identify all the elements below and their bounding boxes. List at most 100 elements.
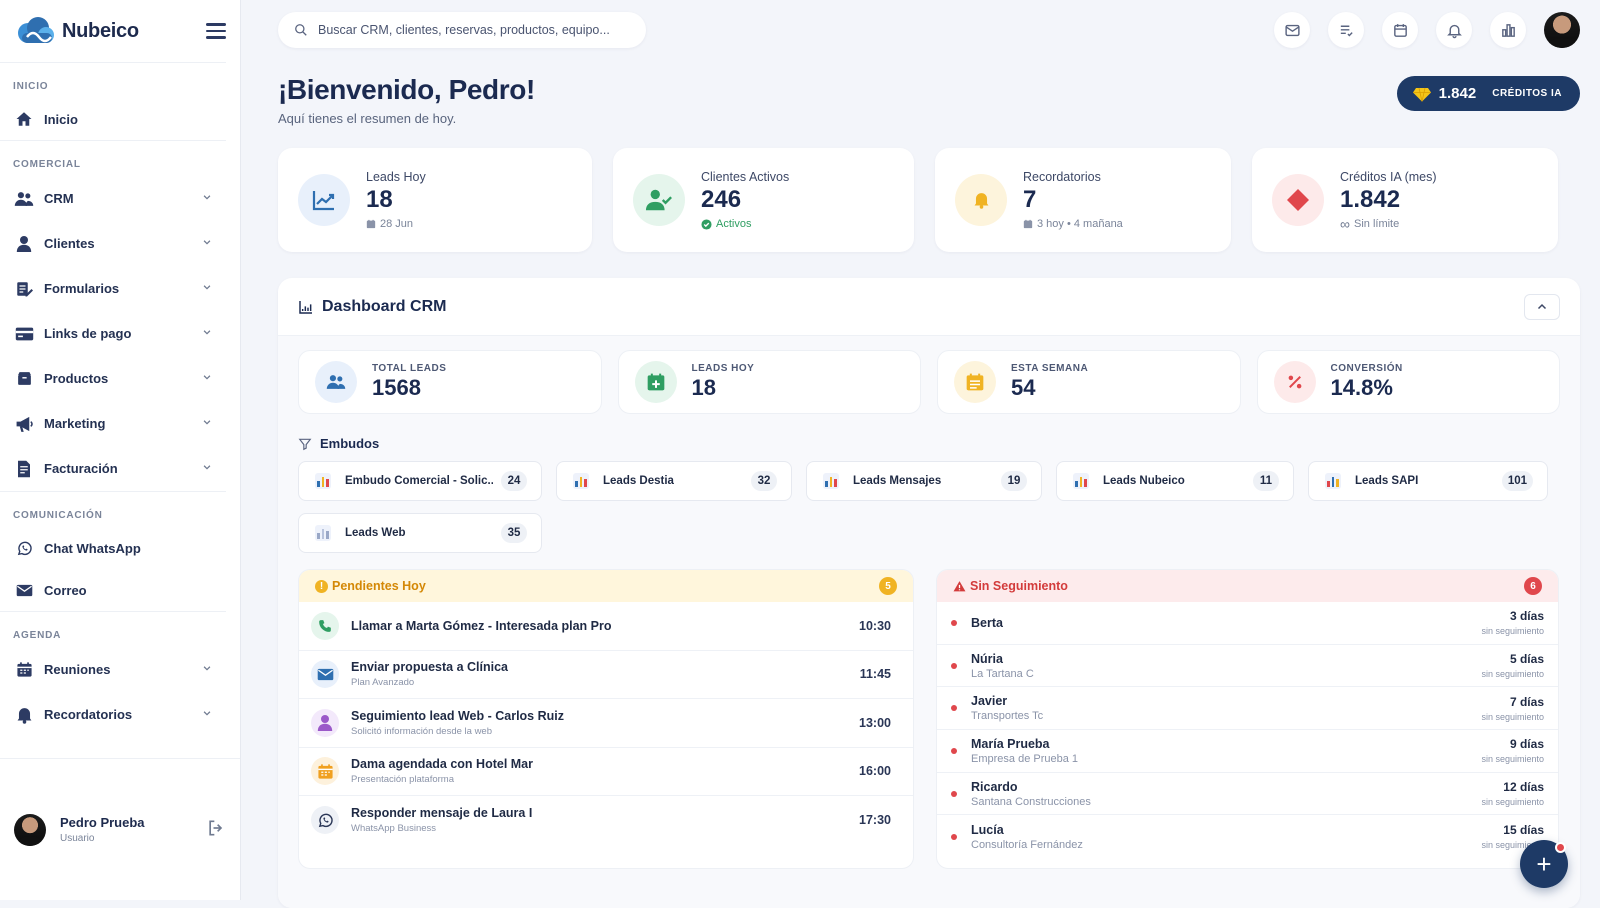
no-followup-item[interactable]: María Prueba Empresa de Prueba 1 9 días … (937, 730, 1558, 773)
topbar (278, 12, 1580, 48)
task-time: 11:45 (859, 667, 891, 682)
task-title: Dama agendada con Hotel Mar (351, 757, 533, 772)
add-button[interactable]: + (1520, 840, 1568, 888)
kpi-esta-semana[interactable]: ESTA SEMANA 54 (937, 350, 1241, 414)
stat-label: Clientes Activos (701, 170, 790, 184)
sidebar-item-label: Correo (44, 582, 87, 598)
funnel-list: Embudo Comercial - Solic... 24 Leads Des… (298, 461, 1560, 553)
no-followup-item[interactable]: Javier Transportes Tc 7 días sin seguimi… (937, 687, 1558, 731)
chevron-down-icon (202, 327, 212, 340)
sidebar-item-marketing[interactable]: Marketing (0, 401, 226, 446)
task-item[interactable]: Responder mensaje de Laura I WhatsApp Bu… (299, 796, 913, 845)
stat-card-recordatorios[interactable]: Recordatorios 7 3 hoy • 4 mañana (935, 148, 1231, 252)
menu-toggle-icon[interactable] (206, 23, 226, 39)
sidebar-item-label: Facturación (44, 461, 118, 476)
stat-card-leads-hoy[interactable]: Leads Hoy 18 28 Jun (278, 148, 592, 252)
user-icon (311, 708, 339, 737)
stat-subtitle-text: Sin límite (1353, 218, 1400, 230)
task-subtitle: WhatsApp Business (351, 823, 437, 835)
search-bar[interactable] (278, 12, 646, 48)
user-check-icon (633, 174, 685, 226)
kpi-conversion[interactable]: CONVERSIÓN 14.8% (1256, 350, 1560, 414)
bell-icon[interactable] (1436, 12, 1472, 48)
funnels-heading: Embudos (298, 436, 1560, 451)
contact-company: Consultoría Fernández (971, 838, 1083, 851)
stats-icon[interactable] (1490, 12, 1526, 48)
summary-stats: Leads Hoy 18 28 Jun Clientes Activos 246… (278, 148, 1580, 252)
task-title: Llamar a Marta Gómez - Interesada plan P… (351, 618, 612, 633)
chevron-down-icon (202, 372, 212, 385)
nav-section-label: COMERCIAL (13, 159, 81, 170)
stat-subtitle: 3 hoy • 4 mañana (1023, 218, 1123, 230)
stat-value: 18 (366, 186, 393, 213)
sidebar-item-links-de-pago[interactable]: Links de pago (0, 311, 226, 356)
funnel-leads-web[interactable]: Leads Web 35 (298, 513, 542, 553)
sidebar-item-reuniones[interactable]: Reuniones (0, 647, 226, 692)
nav-section-label: INICIO (13, 81, 49, 92)
funnel-leads-sapi[interactable]: Leads SAPI 101 (1308, 461, 1548, 501)
logout-icon[interactable] (206, 818, 226, 841)
sidebar-item-chat-whatsapp[interactable]: Chat WhatsApp (0, 527, 226, 569)
ai-credits-value: 1.842 (1438, 85, 1477, 102)
days-label: sin seguimiento (1481, 669, 1544, 680)
stat-card-creditos-ia-mes[interactable]: Créditos IA (mes) 1.842 ∞ Sin límite (1252, 148, 1558, 252)
stat-label: Leads Hoy (366, 170, 426, 184)
mail-icon[interactable] (1274, 12, 1310, 48)
bell-icon (955, 174, 1007, 226)
brand-name: Nubeico (62, 19, 139, 42)
mail-icon (311, 660, 339, 689)
avatar[interactable] (14, 813, 46, 846)
task-time: 13:00 (859, 715, 891, 730)
calendar-icon[interactable] (1382, 12, 1418, 48)
stat-subtitle: 28 Jun (366, 218, 426, 230)
nav-section-agenda: AGENDA Reuniones Recordatorios (0, 611, 226, 737)
sidebar-item-formularios[interactable]: Formularios (0, 266, 226, 311)
task-item[interactable]: Seguimiento lead Web - Carlos Ruiz Solic… (299, 699, 913, 748)
kpi-leads-hoy[interactable]: LEADS HOY 18 (617, 350, 921, 414)
sidebar-item-inicio[interactable]: Inicio (0, 98, 226, 140)
search-input[interactable] (318, 23, 618, 37)
form-icon (13, 278, 35, 300)
no-followup-item[interactable]: Berta 3 días sin seguimiento (937, 602, 1558, 645)
task-item[interactable]: Dama agendada con Hotel Mar Presentación… (299, 748, 913, 796)
sidebar-item-clientes[interactable]: Clientes (0, 221, 226, 266)
days-count: 7 días (1509, 694, 1544, 709)
funnel-leads-nubeico[interactable]: Leads Nubeico 11 (1056, 461, 1294, 501)
sidebar-item-productos[interactable]: Productos (0, 356, 226, 401)
no-followup-item[interactable]: Ricardo Santana Construcciones 12 días s… (937, 773, 1558, 816)
chevron-down-icon (202, 237, 212, 250)
logo[interactable]: Nubeico (14, 15, 139, 47)
credit-card-icon (13, 323, 35, 345)
contact-name: Núria (971, 651, 1003, 666)
funnel-embudo-comercial-solic[interactable]: Embudo Comercial - Solic... 24 (298, 461, 542, 501)
kpi-value: 18 (691, 375, 716, 400)
chevron-up-icon (1537, 303, 1547, 309)
collapse-button[interactable] (1524, 293, 1560, 320)
percent-icon (1273, 361, 1316, 403)
kpi-total-leads[interactable]: TOTAL LEADS 1568 (298, 350, 602, 414)
no-followup-item[interactable]: Núria La Tartana C 5 días sin seguimient… (937, 645, 1558, 688)
funnel-count: 11 (1253, 471, 1279, 491)
nav-section-comunicacion: COMUNICACIÓN Chat WhatsApp Correo (0, 491, 226, 611)
funnel-leads-destia[interactable]: Leads Destia 32 (556, 461, 792, 501)
tasks-icon[interactable] (1328, 12, 1364, 48)
sidebar-item-facturacion[interactable]: Facturación (0, 446, 226, 491)
sidebar-item-recordatorios[interactable]: Recordatorios (0, 692, 226, 737)
stat-card-clientes-activos[interactable]: Clientes Activos 246 Activos (613, 148, 914, 252)
phone-icon (311, 611, 339, 640)
task-item[interactable]: Enviar propuesta a Clínica Plan Avanzado… (299, 651, 913, 699)
days-label: sin seguimiento (1481, 711, 1544, 722)
ai-credits-label: CRÉDITOS IA (1492, 88, 1562, 99)
avatar[interactable] (1544, 12, 1580, 48)
task-time: 17:30 (859, 813, 891, 828)
sidebar-item-correo[interactable]: Correo (0, 569, 226, 611)
sidebar-item-crm[interactable]: CRM (0, 176, 226, 221)
no-followup-item[interactable]: Lucía Consultoría Fernández 15 días sin … (937, 815, 1558, 858)
ai-credits-button[interactable]: 1.842 CRÉDITOS IA (1396, 76, 1580, 111)
calendar-icon (311, 757, 339, 786)
chart-icon (299, 300, 312, 314)
funnel-leads-mensajes[interactable]: Leads Mensajes 19 (806, 461, 1042, 501)
task-item[interactable]: Llamar a Marta Gómez - Interesada plan P… (299, 602, 913, 651)
no-followup-panel: Sin Seguimiento 6 Berta 3 días sin segui… (936, 569, 1559, 869)
kpi-value: 54 (1011, 375, 1036, 400)
